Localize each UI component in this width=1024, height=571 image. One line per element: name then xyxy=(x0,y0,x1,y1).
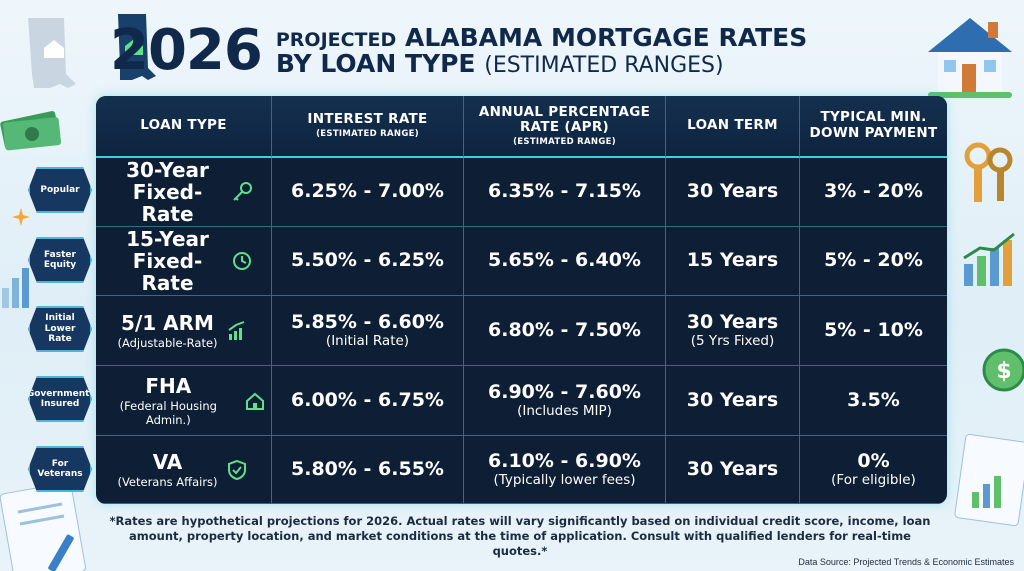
report-chart-icon xyxy=(954,433,1024,527)
clock-icon xyxy=(229,248,255,274)
table-row-3-down-payment: 3.5% xyxy=(800,366,947,436)
badge-for-veterans: For Veterans xyxy=(28,446,92,492)
table-row-4-term: 30 Years xyxy=(666,436,800,504)
sparkle-icon xyxy=(12,208,30,226)
table-row-2-term: 30 Years (5 Yrs Fixed) xyxy=(666,296,800,366)
column-header-loan-term: LOAN TERM xyxy=(666,96,800,158)
rates-table: LOAN TYPE INTEREST RATE (ESTIMATED RANGE… xyxy=(96,96,947,504)
table-row-2-down-payment: 5% - 10% xyxy=(800,296,947,366)
table-row-3-term: 30 Years xyxy=(666,366,800,436)
table-row-0-loan-type: 30-Year Fixed-Rate xyxy=(96,158,272,227)
svg-text:$: $ xyxy=(996,359,1011,384)
money-bills-icon xyxy=(0,111,62,151)
bar-chart-icon xyxy=(2,268,29,308)
badge-government-insured: Government-Insured xyxy=(28,376,92,422)
table-row-3-loan-type: FHA (Federal Housing Admin.) xyxy=(96,366,272,436)
column-header-down-payment: TYPICAL MIN. DOWN PAYMENT xyxy=(800,96,947,158)
title-line2-main: BY LOAN TYPE xyxy=(275,49,476,78)
table-row-0-apr: 6.35% - 7.15% xyxy=(464,158,666,227)
data-source: Data Source: Projected Trends & Economic… xyxy=(798,557,1014,567)
table-row-4-loan-type: VA (Veterans Affairs) xyxy=(96,436,272,504)
table-row-4-interest-rate: 5.80% - 6.55% xyxy=(272,436,464,504)
table-row-2-interest-rate: 5.85% - 6.60% (Initial Rate) xyxy=(272,296,464,366)
table-row-1-down-payment: 5% - 20% xyxy=(800,227,947,296)
house-illustration-icon xyxy=(928,18,1012,98)
title-line2-suffix: (ESTIMATED RANGES) xyxy=(484,53,724,78)
badge-faster-equity: Faster Equity xyxy=(28,237,92,283)
table-row-0-interest-rate: 6.25% - 7.00% xyxy=(272,158,464,227)
table-row-2-loan-type: 5/1 ARM (Adjustable-Rate) xyxy=(96,296,272,366)
growth-chart-icon xyxy=(963,232,1015,286)
column-header-apr: ANNUAL PERCENTAGE RATE (APR) (ESTIMATED … xyxy=(464,96,666,158)
alabama-map-icon xyxy=(118,14,156,80)
alabama-outline-icon xyxy=(28,18,76,88)
dollar-coin-icon: $ xyxy=(982,348,1024,392)
table-row-3-apr: 6.90% - 7.60% (Includes MIP) xyxy=(464,366,666,436)
title-line-1: PROJECTED ALABAMA MORTGAGE RATES xyxy=(275,22,808,52)
column-header-loan-type: LOAN TYPE xyxy=(96,96,272,158)
table-row-0-down-payment: 3% - 20% xyxy=(800,158,947,227)
table-row-0-term: 30 Years xyxy=(666,158,800,227)
column-header-interest-rate: INTEREST RATE (ESTIMATED RANGE) xyxy=(272,96,464,158)
badge-popular: Popular xyxy=(28,167,92,213)
table-row-4-down-payment: 0% (For eligible) xyxy=(800,436,947,504)
table-row-1-term: 15 Years xyxy=(666,227,800,296)
table-row-1-interest-rate: 5.50% - 6.25% xyxy=(272,227,464,296)
title-prefix: PROJECTED xyxy=(275,28,397,51)
table-row-2-apr: 6.80% - 7.50% xyxy=(464,296,666,366)
keys-icon xyxy=(964,142,1013,202)
page-header: 2026 PROJECTED ALABAMA MORTGAGE RATES BY… xyxy=(110,12,900,90)
table-row-1-apr: 5.65% - 6.40% xyxy=(464,227,666,296)
document-icon xyxy=(0,482,86,571)
badge-initial-lower-rate: Initial Lower Rate xyxy=(28,306,92,352)
table-row-1-loan-type: 15-Year Fixed-Rate xyxy=(96,227,272,296)
table-row-4-apr: 6.10% - 6.90% (Typically lower fees) xyxy=(464,436,666,504)
title-main: ALABAMA MORTGAGE RATES xyxy=(405,22,808,52)
page-title: PROJECTED ALABAMA MORTGAGE RATES BY LOAN… xyxy=(275,22,808,78)
table-row-3-interest-rate: 6.00% - 6.75% xyxy=(272,366,464,436)
chart-icon xyxy=(224,318,250,344)
shield-check-icon xyxy=(224,457,250,483)
page-title-year: 2026 xyxy=(110,18,263,83)
title-line-2: BY LOAN TYPE (ESTIMATED RANGES) xyxy=(275,49,807,78)
disclaimer-note: *Rates are hypothetical projections for … xyxy=(109,514,931,558)
key-icon xyxy=(229,179,255,205)
house-icon xyxy=(243,388,267,414)
